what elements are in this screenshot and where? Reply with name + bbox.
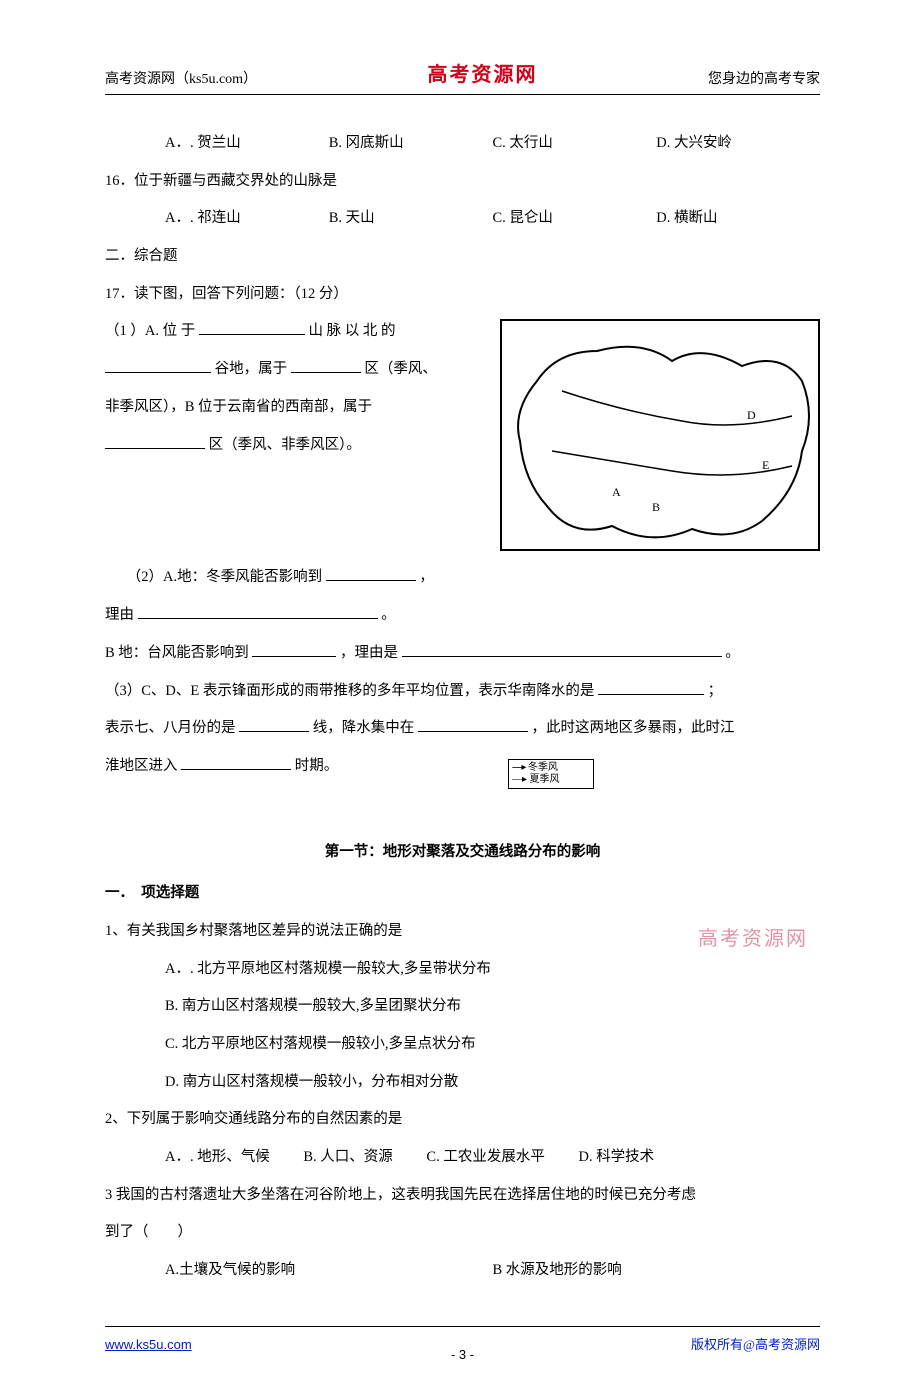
q17-p1a: （1 ）A. 位 于 [105, 323, 195, 339]
q17-p3b: ； [708, 683, 723, 699]
footer-copyright: 版权所有@高考资源网 [691, 1335, 820, 1355]
s2-q2-opt-d[interactable]: D. 科学技术 [578, 1139, 654, 1177]
q17-p1c: 谷地，属于 [215, 361, 288, 377]
section2-title: 第一节：地形对聚落及交通线路分布的影响 [105, 834, 820, 872]
q17-p3f: 淮地区进入 [105, 758, 178, 774]
q16-opt-c[interactable]: C. 昆仑山 [493, 200, 657, 238]
q17-body: （1 ）A. 位 于 山 脉 以 北 的 谷地，属于 区（季风、 非季风区），B… [105, 313, 820, 551]
q17-p2-line1: （2）A.地：冬季风能否影响到 ， [105, 559, 820, 597]
map-label-d: D [747, 408, 756, 422]
q16-options: A．. 祁连山 B. 天山 C. 昆仑山 D. 横断山 [105, 200, 820, 238]
q17-p1-line1: （1 ）A. 位 于 山 脉 以 北 的 [105, 313, 486, 351]
q15-options: A．. 贺兰山 B. 冈底斯山 C. 太行山 D. 大兴安岭 [105, 125, 820, 163]
q17-p1d: 区（季风、 [364, 361, 437, 377]
header-left: 高考资源网（ks5u.com） [105, 69, 257, 90]
q17-p2-line2: 理由 。 [105, 597, 820, 635]
q16-opt-a[interactable]: A．. 祁连山 [165, 200, 329, 238]
q17-p3c: 表示七、八月份的是 [105, 720, 236, 736]
q15-opt-a[interactable]: A．. 贺兰山 [165, 125, 329, 163]
q17-p2g: 。 [725, 645, 740, 661]
page-content: A．. 贺兰山 B. 冈底斯山 C. 太行山 D. 大兴安岭 16．位于新疆与西… [105, 125, 820, 1290]
s2-q3-stem-b: 到了（ ） [105, 1214, 820, 1252]
china-map-svg: A B D E [502, 321, 822, 553]
section2-part-label: 一． 项选择题 [105, 875, 820, 913]
q17-p2b: ， [419, 569, 434, 585]
blank-8[interactable] [402, 656, 722, 657]
q15-opt-b[interactable]: B. 冈底斯山 [329, 125, 493, 163]
footer-url[interactable]: www.ks5u.com [105, 1335, 192, 1355]
map-legend: ----▸ 冬季风 —▸ 夏季风 [508, 759, 594, 789]
q17-p3d: 线，降水集中在 [313, 720, 415, 736]
q17-p2-line3: B 地：台风能否影响到 ，理由是 。 [105, 635, 820, 673]
map-label-a: A [612, 485, 621, 499]
blank-11[interactable] [418, 731, 528, 732]
s2-q1-opt-c[interactable]: C. 北方平原地区村落规模一般较小,多呈点状分布 [165, 1026, 820, 1064]
s2-q2-opt-a[interactable]: A．. 地形、气候 [165, 1139, 270, 1177]
legend-summer: —▸ 夏季风 [512, 774, 590, 786]
q17-p2a: （2）A.地：冬季风能否影响到 [127, 569, 322, 585]
blank-2[interactable] [105, 372, 211, 373]
q17-p2f: ，理由是 [340, 645, 398, 661]
header-right: 您身边的高考专家 [708, 69, 820, 90]
q17-p1b: 山 脉 以 北 的 [308, 323, 395, 339]
q17-p2d: 。 [381, 607, 396, 623]
s2-q1-options: A．. 北方平原地区村落规模一般较大,多呈带状分布 B. 南方山区村落规模一般较… [105, 951, 820, 1102]
q17-text: （1 ）A. 位 于 山 脉 以 北 的 谷地，属于 区（季风、 非季风区），B… [105, 313, 486, 464]
q17-p1-line2: 谷地，属于 区（季风、 [105, 351, 486, 389]
s2-q1-opt-b[interactable]: B. 南方山区村落规模一般较大,多呈团聚状分布 [165, 988, 820, 1026]
q17-p2c: 理由 [105, 607, 134, 623]
page-header: 高考资源网（ks5u.com） 高考资源网 您身边的高考专家 [105, 60, 820, 95]
s2-q2-opt-c[interactable]: C. 工农业发展水平 [426, 1139, 544, 1177]
q17-p3-line1: （3）C、D、E 表示锋面形成的雨带推移的多年平均位置，表示华南降水的是 ； [105, 673, 820, 711]
map-label-e: E [762, 458, 769, 472]
s2-q2-options: A．. 地形、气候 B. 人口、资源 C. 工农业发展水平 D. 科学技术 [105, 1139, 820, 1177]
legend-winter: ----▸ 冬季风 [512, 762, 590, 774]
s2-q2-opt-b[interactable]: B. 人口、资源 [303, 1139, 392, 1177]
map-figure: A B D E ----▸ 冬季风 —▸ 夏季风 [500, 319, 820, 551]
map-label-b: B [652, 500, 660, 514]
s2-q3-opt-a[interactable]: A.土壤及气候的影响 [165, 1252, 493, 1290]
blank-1[interactable] [199, 334, 305, 335]
q16-opt-d[interactable]: D. 横断山 [656, 200, 820, 238]
q15-opt-c[interactable]: C. 太行山 [493, 125, 657, 163]
q17-p3a: （3）C、D、E 表示锋面形成的雨带推移的多年平均位置，表示华南降水的是 [105, 683, 594, 699]
part2-label: 二．综合题 [105, 238, 820, 276]
map-outline [518, 347, 809, 538]
q17-p2e: B 地：台风能否影响到 [105, 645, 249, 661]
q16-stem: 16．位于新疆与西藏交界处的山脉是 [105, 163, 820, 201]
q17-stem: 17．读下图，回答下列问题：（12 分） [105, 276, 820, 314]
blank-3[interactable] [291, 372, 361, 373]
watermark-text: 高考资源网 [698, 913, 808, 965]
map-river-1 [562, 391, 792, 425]
q17-p3g: 时期。 [295, 758, 339, 774]
q15-opt-d[interactable]: D. 大兴安岭 [656, 125, 820, 163]
q17-p3e: ，此时这两地区多暴雨，此时江 [532, 720, 735, 736]
q17-p3-line2: 表示七、八月份的是 线，降水集中在 ，此时这两地区多暴雨，此时江 [105, 710, 820, 748]
page-footer: www.ks5u.com - 3 - 版权所有@高考资源网 [105, 1326, 820, 1355]
q17-p1-line3: 非季风区），B 位于云南省的西南部，属于 [105, 389, 486, 427]
blank-7[interactable] [252, 656, 336, 657]
blank-10[interactable] [239, 731, 309, 732]
q17-p1f: 区（季风、非季风区）。 [209, 437, 361, 453]
footer-page-number: - 3 - [451, 1345, 474, 1365]
s2-q1-stem: 1、有关我国乡村聚落地区差异的说法正确的是 高考资源网 [105, 913, 820, 951]
blank-9[interactable] [598, 694, 704, 695]
s2-q3-stem-a: 3 我国的古村落遗址大多坐落在河谷阶地上，这表明我国先民在选择居住地的时候已充分… [105, 1177, 820, 1215]
map-river-2 [552, 451, 792, 475]
q17-p1-line4: 区（季风、非季风区）。 [105, 427, 486, 465]
blank-6[interactable] [138, 618, 378, 619]
s2-q3-options: A.土壤及气候的影响 B 水源及地形的影响 [105, 1252, 820, 1290]
q16-opt-b[interactable]: B. 天山 [329, 200, 493, 238]
header-center-logo: 高考资源网 [428, 60, 538, 90]
blank-4[interactable] [105, 448, 205, 449]
blank-12[interactable] [181, 769, 291, 770]
blank-5[interactable] [326, 580, 416, 581]
s2-q2-stem: 2、下列属于影响交通线路分布的自然因素的是 [105, 1101, 820, 1139]
s2-q3-opt-b[interactable]: B 水源及地形的影响 [493, 1252, 821, 1290]
s2-q1-opt-d[interactable]: D. 南方山区村落规模一般较小，分布相对分散 [165, 1064, 820, 1102]
q17-p3-line3: 淮地区进入 时期。 [105, 748, 820, 786]
